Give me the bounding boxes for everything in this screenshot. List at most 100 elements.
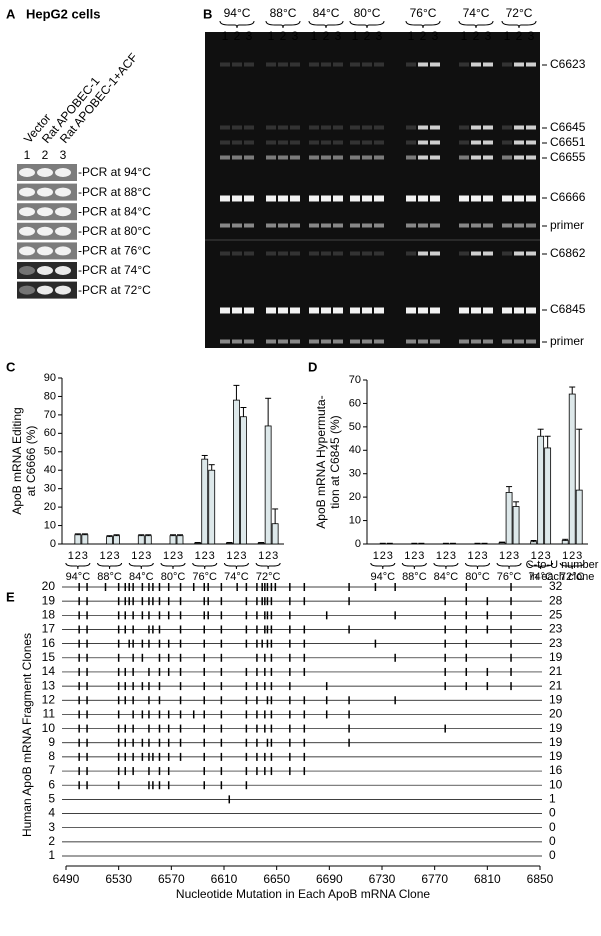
gel-band <box>374 195 384 202</box>
y-tick-label: 10 <box>349 514 361 526</box>
gel-band <box>374 339 384 344</box>
error-bar <box>145 534 152 536</box>
gel-band <box>471 125 481 130</box>
error-bar <box>386 542 393 544</box>
error-bar <box>208 464 215 471</box>
band-label: C6655 <box>550 150 586 164</box>
y-tick-label: 40 <box>44 464 56 476</box>
gel-band <box>514 125 524 130</box>
gel-band <box>514 307 524 314</box>
gel-band <box>374 307 384 314</box>
error-bar <box>506 486 513 493</box>
brace <box>255 562 281 570</box>
y-axis-label: ApoB mRNA Hypermuta- <box>314 395 328 528</box>
gel-band <box>350 155 360 160</box>
gel-band <box>290 195 300 202</box>
gel-band <box>266 195 276 202</box>
gel-band <box>459 62 469 67</box>
error-bar <box>481 542 488 544</box>
gel-band <box>333 125 343 130</box>
y-tick-label: 60 <box>44 427 56 439</box>
gel-band <box>220 195 230 202</box>
gel-band <box>483 195 493 202</box>
category-label: 84°C <box>434 571 459 583</box>
lane-number: 3 <box>209 550 215 562</box>
bar <box>530 541 538 545</box>
lane-number: 1 <box>499 550 505 562</box>
clone-count: 19 <box>549 650 563 664</box>
error-bar <box>81 533 88 535</box>
gel-band <box>309 155 319 160</box>
lane-number: 1 <box>163 550 169 562</box>
lane-number: 3 <box>272 550 278 562</box>
gel-band <box>266 307 276 314</box>
brace <box>265 20 301 29</box>
gel-band <box>37 266 53 275</box>
gel-band <box>309 140 319 145</box>
error-bar <box>474 542 481 544</box>
gel-band <box>278 195 288 202</box>
gel-band <box>55 187 71 197</box>
gel-band <box>483 251 493 256</box>
y-tick-label: 20 <box>349 491 361 503</box>
gel-band <box>374 155 384 160</box>
gel-band <box>430 62 440 67</box>
lane-number: 3 <box>450 550 456 562</box>
error-bar <box>544 435 551 448</box>
gel-band <box>55 266 71 275</box>
gel-band <box>321 307 331 314</box>
error-bar <box>226 542 233 544</box>
band-label: C6666 <box>550 190 586 204</box>
gel-band <box>526 125 536 130</box>
clone-label: 3 <box>48 820 55 834</box>
gel-band <box>290 339 300 344</box>
gel-band <box>362 62 372 67</box>
lane-number: 2 <box>420 29 427 43</box>
error-bar <box>411 542 418 544</box>
gel-band <box>266 125 276 130</box>
error-bar <box>170 534 176 536</box>
clone-count: 23 <box>549 622 563 636</box>
gel-band <box>502 125 512 130</box>
category-label: 88°C <box>402 571 427 583</box>
lane-number: 1 <box>352 29 359 43</box>
lane-number: 1 <box>562 550 568 562</box>
bar <box>201 458 209 545</box>
gel-band <box>459 223 469 228</box>
gel-band <box>290 307 300 314</box>
lane-number: 2 <box>569 550 575 562</box>
gel-band <box>333 339 343 344</box>
gel-band <box>266 62 276 67</box>
lane-number: 1 <box>311 29 318 43</box>
gel-band <box>362 307 372 314</box>
gel-band <box>418 155 428 160</box>
clone-label: 1 <box>48 848 55 862</box>
gel-band <box>350 223 360 228</box>
lane-number: 3 <box>246 29 253 43</box>
gel-band <box>55 285 71 295</box>
gel-band <box>232 307 242 314</box>
gel-band <box>278 339 288 344</box>
gel-band <box>37 168 53 177</box>
clone-count: 19 <box>549 692 563 706</box>
clone-label: 5 <box>48 792 55 806</box>
band-label: C6623 <box>550 57 586 71</box>
temperature-label: 80°C <box>354 6 381 20</box>
y-axis-label: tion at C6845 (%) <box>328 415 342 508</box>
gel-band <box>374 140 384 145</box>
error-bar <box>569 386 576 395</box>
gel-band <box>333 307 343 314</box>
band-label: primer <box>550 334 584 348</box>
gel-band <box>290 223 300 228</box>
gel-band <box>406 195 416 202</box>
lane-number: 3 <box>485 29 492 43</box>
clone-label: 7 <box>48 763 55 777</box>
brace <box>97 562 123 570</box>
category-label: 74°C <box>224 571 249 583</box>
gel-band <box>278 155 288 160</box>
lane-number: 1 <box>195 550 201 562</box>
gel-band <box>220 155 230 160</box>
gel-band <box>514 339 524 344</box>
bar <box>81 534 89 545</box>
gel-band <box>362 223 372 228</box>
